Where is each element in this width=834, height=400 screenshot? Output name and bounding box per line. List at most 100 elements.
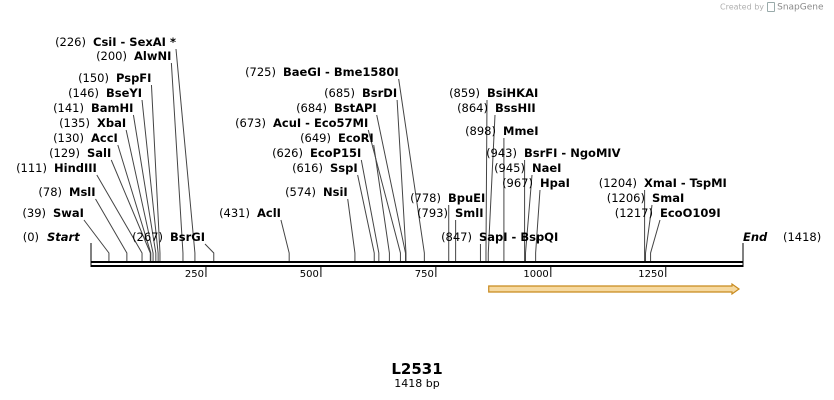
site-label[interactable]: XmaI - TspMI — [644, 176, 727, 190]
site-connector — [150, 84, 161, 261]
end-position: (1418) — [783, 230, 821, 244]
site-position: (129) — [49, 146, 80, 160]
site-position: (673) — [235, 116, 266, 130]
site-connector — [204, 243, 215, 261]
site-label[interactable]: MmeI — [503, 124, 539, 138]
site-connector — [141, 99, 159, 261]
site-label[interactable]: EcoO109I — [660, 206, 721, 220]
site-label[interactable]: SwaI — [53, 206, 84, 220]
site-label[interactable]: SmaI — [652, 191, 684, 205]
site-connector — [132, 114, 157, 261]
site-connector — [357, 174, 375, 261]
ruler-ticks: 250 500 750 1000 1250 — [185, 267, 667, 280]
site-label[interactable]: SapI - BspQI — [479, 230, 558, 244]
site-label[interactable]: BsiHKAI — [487, 86, 538, 100]
site-label[interactable]: AclI — [257, 206, 281, 220]
site-connector — [360, 159, 380, 261]
site-connector — [398, 78, 425, 261]
site-label[interactable]: BssHII — [495, 101, 536, 115]
site-label[interactable]: BsrFI - NgoMIV — [524, 146, 621, 160]
site-label[interactable]: BpuEI — [448, 191, 485, 205]
site-position: (135) — [59, 116, 90, 130]
site-label[interactable]: AlwNI — [134, 49, 171, 63]
site-connector — [487, 114, 496, 261]
site-label[interactable]: CsiI - SexAI * — [93, 35, 176, 49]
snapgene-watermark: Created by SnapGene — [720, 2, 830, 14]
feature-arrow-shape[interactable] — [488, 282, 741, 296]
site-position: (967) — [502, 176, 533, 190]
site-position: (847) — [441, 230, 472, 244]
site-label[interactable]: BstAPI — [334, 101, 377, 115]
site-label[interactable]: BsrDI — [362, 86, 397, 100]
site-label[interactable]: NaeI — [532, 161, 561, 175]
site-position: (141) — [53, 101, 84, 115]
site-label[interactable]: HpaI — [540, 176, 570, 190]
site-connector — [83, 219, 110, 261]
watermark-prefix: Created by — [720, 2, 765, 12]
site-position: (226) — [55, 35, 86, 49]
site-position: (78) — [38, 185, 62, 199]
site-position: (1206) — [607, 191, 645, 205]
site-position: (1204) — [599, 176, 637, 190]
site-connector — [367, 129, 401, 261]
site-position: (725) — [245, 65, 276, 79]
start-position: (0) — [23, 230, 39, 244]
site-connector — [376, 114, 407, 261]
site-label[interactable]: HindIII — [54, 161, 97, 175]
site-position: (649) — [300, 131, 331, 145]
site-connector — [396, 99, 407, 261]
site-position: (898) — [465, 124, 496, 138]
site-position: (859) — [449, 86, 480, 100]
ruler-tick-label: 750 — [415, 269, 434, 280]
site-label[interactable]: EcoP15I — [310, 146, 361, 160]
site-connector — [117, 144, 152, 261]
site-position: (267) — [132, 230, 163, 244]
site-label[interactable]: PspFI — [116, 71, 151, 85]
site-connector — [175, 48, 196, 261]
site-connector — [170, 62, 184, 261]
start-label: Start — [47, 230, 80, 244]
site-label[interactable]: SmlI — [455, 206, 484, 220]
site-label[interactable]: BaeGI - Bme1580I — [283, 65, 399, 79]
backbone-top-strand — [91, 261, 743, 263]
site-label[interactable]: SalI — [87, 146, 111, 160]
ruler-tick-label: 1000 — [523, 269, 548, 280]
site-position: (685) — [324, 86, 355, 100]
site-connector — [96, 174, 143, 261]
site-label[interactable]: AccI — [91, 131, 118, 145]
site-label[interactable]: MslI — [69, 185, 96, 199]
site-label[interactable]: SspI — [330, 161, 358, 175]
site-connector — [125, 129, 154, 261]
site-labels: (39) SwaI(78) MslI(111) HindIII(129) SalI(13… — [16, 35, 821, 244]
site-position: (864) — [457, 101, 488, 115]
ruler-tick-label: 1250 — [638, 269, 663, 280]
ruler-tick-label: 250 — [185, 269, 204, 280]
site-label[interactable]: XbaI — [97, 116, 126, 130]
site-label[interactable]: BsrGI — [170, 230, 205, 244]
site-label[interactable]: NsiI — [323, 185, 348, 199]
site-connector — [650, 219, 661, 261]
site-position: (150) — [78, 71, 109, 85]
site-connectors — [83, 48, 661, 261]
site-position: (574) — [285, 185, 316, 199]
site-label[interactable]: AcuI - Eco57MI — [273, 116, 368, 130]
site-connector — [347, 198, 356, 261]
site-label[interactable]: BamHI — [91, 101, 133, 115]
site-position: (130) — [53, 131, 84, 145]
site-position: (684) — [296, 101, 327, 115]
site-connector — [485, 99, 488, 261]
end-label: End — [743, 230, 768, 244]
site-position: (778) — [410, 191, 441, 205]
site-label[interactable]: EcoRI — [338, 131, 374, 145]
feature-arrow[interactable] — [488, 282, 741, 296]
site-position: (39) — [22, 206, 46, 220]
site-position: (626) — [272, 146, 303, 160]
map-size: 1418 bp — [394, 377, 440, 390]
site-connector — [373, 144, 390, 261]
site-position: (945) — [494, 161, 525, 175]
site-connector — [95, 198, 128, 261]
site-position: (793) — [417, 206, 448, 220]
site-label[interactable]: BseYI — [106, 86, 142, 100]
map-title: L2531 — [391, 360, 443, 378]
